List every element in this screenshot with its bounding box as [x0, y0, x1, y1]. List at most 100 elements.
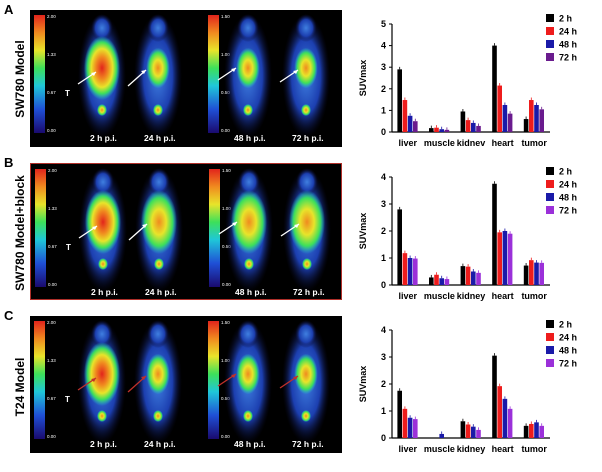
bar-kidney-2h	[460, 266, 466, 285]
legend-swatch	[546, 193, 554, 201]
bar-kidney-2h	[460, 421, 466, 438]
mouse-body-scan	[134, 14, 182, 138]
model-label-b: SW780 Model+block	[13, 175, 27, 291]
bar-kidney-24h	[465, 266, 471, 285]
legend-label: 72 h	[559, 53, 577, 63]
bar-tumor-48h	[534, 105, 539, 132]
x-category-label: kidney	[457, 444, 486, 454]
x-category-label: tumor	[521, 138, 547, 148]
bar-heart-2h	[492, 355, 497, 438]
color-scale-bar	[35, 169, 46, 287]
x-category-label: liver	[399, 291, 418, 301]
bar-heart-24h	[497, 232, 502, 285]
legend-swatch	[546, 40, 554, 48]
bar-liver-24h	[402, 253, 408, 285]
mouse-body-scan	[134, 320, 182, 444]
x-category-label: heart	[492, 444, 514, 454]
x-category-label: kidnev	[457, 138, 486, 148]
bar-muscle-48h	[439, 129, 444, 132]
x-category-label: muscle	[424, 291, 455, 301]
tumor-arrow-head	[231, 374, 236, 378]
time-point-label: 72 h p.i.	[292, 439, 324, 449]
tumor-arrow-head	[91, 72, 96, 76]
y-tick-label: 4	[381, 325, 386, 335]
color-scale-tick-label: 2.00	[47, 14, 56, 19]
legend-label: 48 h	[559, 193, 577, 203]
bar-liver-48h	[407, 115, 413, 132]
color-scale-tick-label: 0.00	[48, 282, 57, 287]
bar-heart-2h	[492, 45, 497, 132]
x-category-label: liver	[399, 444, 418, 454]
y-tick-label: 0	[381, 433, 386, 443]
color-scale-tick-label: 0.67	[47, 90, 56, 95]
y-tick-label: 1	[381, 406, 386, 416]
color-scale-tick-label: 0.00	[221, 128, 230, 133]
bar-chart-a: 0 1 2 3 4 5 SUVmax liver muscle kidnev heart tumor 2…	[358, 14, 577, 149]
x-category-label: heart	[492, 291, 514, 301]
color-scale-tick-label: 0.00	[222, 282, 231, 287]
x-category-label: muscle	[424, 444, 455, 454]
y-tick-label: 0	[381, 280, 386, 290]
bar-heart-72h	[507, 233, 513, 285]
tumor-arrow-head	[232, 222, 237, 226]
bar-chart-b: 0 1 2 3 4 SUVmax liver muscle kidney heart tumor 2 …	[358, 167, 577, 302]
time-point-label: 72 h p.i.	[292, 133, 324, 143]
x-category-label: liver	[399, 138, 418, 148]
bar-liver-24h	[402, 408, 408, 438]
mouse-body-scan	[283, 168, 331, 292]
tumor-arrow-head	[294, 224, 299, 228]
model-label-a: SW780 Model	[13, 40, 27, 118]
bar-muscle-2h	[429, 128, 434, 132]
tumor-marker-label: T	[66, 243, 71, 252]
tumor-arrow-head	[141, 70, 146, 74]
bar-muscle-24h	[434, 127, 439, 132]
y-tick-label: 3	[381, 352, 386, 362]
tumor-arrow-head	[91, 378, 96, 382]
bar-heart-24h	[497, 386, 502, 438]
y-tick-label: 1	[381, 253, 386, 263]
bar-liver-72h	[413, 121, 418, 132]
legend-label: 2 h	[559, 320, 572, 330]
bar-tumor-24h	[529, 260, 534, 285]
y-tick-label: 2	[381, 226, 386, 236]
time-point-label: 48 h p.i.	[234, 439, 266, 449]
bar-kidney-24h	[465, 424, 471, 438]
tumor-arrow-head	[142, 224, 147, 228]
legend-swatch	[546, 346, 554, 354]
legend-swatch	[546, 206, 554, 214]
mouse-body-scan	[224, 14, 272, 138]
y-tick-label: 2	[381, 84, 386, 94]
color-scale-bar	[208, 321, 219, 439]
bar-heart-2h	[492, 183, 497, 285]
color-scale-tick-label: 2.00	[47, 320, 56, 325]
mouse-body-scan	[282, 320, 330, 444]
color-scale-tick-label: 0.67	[48, 244, 57, 249]
bar-muscle-72h	[444, 129, 450, 132]
bar-liver-48h	[407, 258, 413, 285]
color-scale-tick-label: 0.00	[47, 128, 56, 133]
legend-label: 2 h	[559, 167, 572, 177]
legend-label: 24 h	[559, 180, 577, 190]
color-scale-tick-label: 1.50	[221, 320, 230, 325]
legend-swatch	[546, 27, 554, 35]
bar-kidnev-48h	[471, 122, 476, 132]
bar-heart-48h	[502, 105, 508, 132]
y-tick-label: 0	[381, 127, 386, 137]
time-point-label: 24 h p.i.	[144, 133, 176, 143]
y-tick-label: 4	[381, 172, 386, 182]
mouse-body-scan	[135, 168, 183, 292]
y-tick-label: 3	[381, 62, 386, 72]
y-tick-label: 5	[381, 19, 386, 29]
bar-chart-c: 0 1 2 3 4 SUVmax liver muscle kidney heart tumor 2 …	[358, 320, 577, 455]
color-scale-bar	[34, 321, 45, 439]
color-scale-tick-label: 0.00	[221, 434, 230, 439]
bar-kidney-48h	[471, 271, 476, 285]
panel-letter-a: A	[4, 2, 14, 17]
bar-tumor-2h	[523, 119, 529, 132]
color-scale-tick-label: 1.50	[222, 168, 231, 173]
time-point-label: 2 h p.i.	[91, 287, 118, 297]
y-axis-label: SUVmax	[358, 60, 368, 97]
